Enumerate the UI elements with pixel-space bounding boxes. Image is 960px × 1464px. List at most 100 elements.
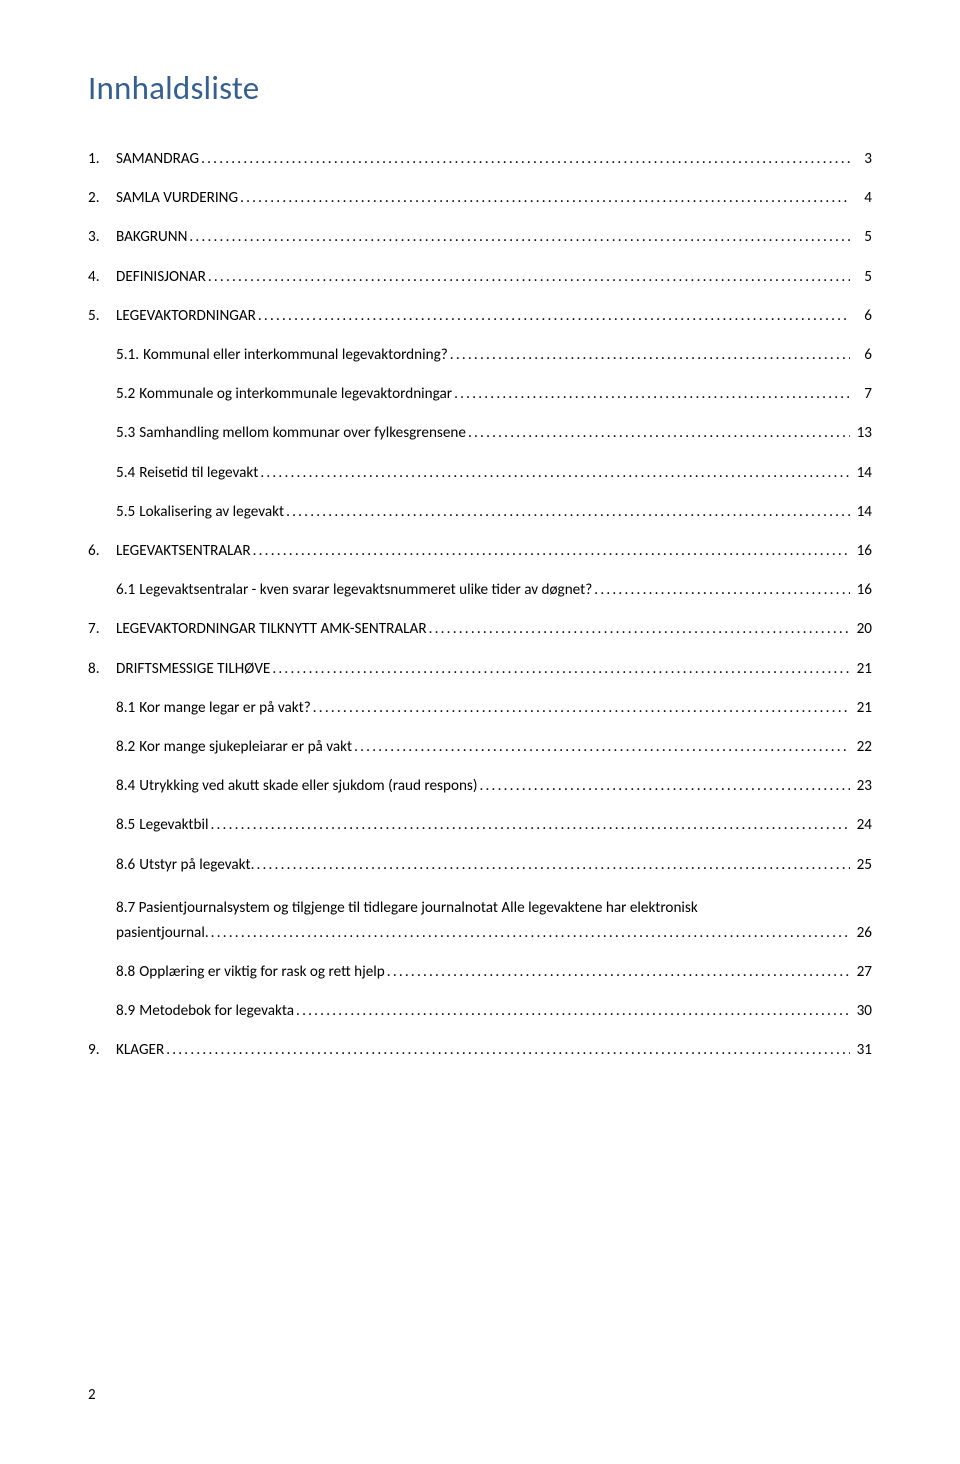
toc-entry-page: 14	[852, 505, 872, 520]
toc-entry-number: 1.	[88, 152, 116, 167]
toc-entry: 1.SAMANDRAG3	[88, 152, 872, 167]
toc-entry: 7.LEGEVAKTORDNINGAR TILKNYTT AMK-SENTRAL…	[88, 622, 872, 637]
toc-dot-leader	[189, 230, 850, 245]
toc-entry-number: 5.1.	[116, 348, 143, 363]
toc-entry: 5.2Kommunale og interkommunale legevakto…	[88, 387, 872, 402]
toc-dot-leader	[387, 965, 850, 980]
toc-entry-page: 7	[852, 387, 872, 402]
toc-entry-page: 16	[852, 583, 872, 598]
toc-entry-page: 6	[852, 309, 872, 324]
toc-entry: 8.DRIFTSMESSIGE TILHØVE 21	[88, 662, 872, 677]
toc-entry-label: Kor mange legar er på vakt?	[139, 701, 311, 716]
toc-entry: 4.DEFINISJONAR 5	[88, 270, 872, 285]
toc-entry-page: 26	[852, 926, 872, 941]
toc-entry-label: Kor mange sjukepleiarar er på vakt	[139, 740, 352, 755]
toc-entry-label: Kommunal eller interkommunal legevaktord…	[143, 348, 448, 363]
toc-dot-leader	[313, 701, 850, 716]
toc-entry-number: 7.	[88, 622, 116, 637]
toc-entry-label: LEGEVAKTORDNINGAR TILKNYTT AMK-SENTRALAR	[116, 622, 427, 637]
toc-entry-page: 23	[852, 779, 872, 794]
toc-dot-leader	[260, 466, 850, 481]
toc-dot-leader	[211, 926, 850, 941]
table-of-contents: 1.SAMANDRAG32.SAMLA VURDERING43.BAKGRUNN…	[88, 152, 872, 1058]
toc-dot-leader	[201, 152, 850, 167]
toc-entry-number: 6.	[88, 544, 116, 559]
toc-entry-page: 21	[852, 701, 872, 716]
toc-entry: 8.8Opplæring er viktig for rask og rett …	[88, 965, 872, 980]
toc-entry-number: 8.1	[116, 701, 139, 716]
toc-entry: 5.LEGEVAKTORDNINGAR6	[88, 309, 872, 324]
toc-entry-number: 8.	[88, 662, 116, 677]
toc-dot-leader	[208, 270, 850, 285]
toc-dot-leader	[286, 505, 850, 520]
toc-entry-label: Kommunale og interkommunale legevaktordn…	[139, 387, 452, 402]
toc-entry: 2.SAMLA VURDERING4	[88, 191, 872, 206]
toc-entry-number: 6.1	[116, 583, 139, 598]
toc-entry-label: Samhandling mellom kommunar over fylkesg…	[139, 426, 466, 441]
toc-dot-leader	[256, 858, 850, 873]
toc-dot-leader	[253, 544, 850, 559]
toc-entry-page: 21	[852, 662, 872, 677]
toc-entry-page: 5	[852, 270, 872, 285]
toc-entry-number: 3.	[88, 230, 116, 245]
toc-entry-label: Legevaktsentralar - kven svarar legevakt…	[139, 583, 592, 598]
toc-entry-label: KLAGER	[116, 1043, 164, 1058]
toc-entry-label: pasientjournal.	[116, 926, 209, 941]
toc-entry-number: 5.	[88, 309, 116, 324]
page-number: 2	[88, 1386, 96, 1404]
toc-entry-label: Metodebok for legevakta	[139, 1004, 294, 1019]
toc-entry: 8.4Utrykking ved akutt skade eller sjukd…	[88, 779, 872, 794]
document-page: Innhaldsliste 1.SAMANDRAG32.SAMLA VURDER…	[0, 0, 960, 1464]
toc-entry-label: SAMLA VURDERING	[116, 191, 238, 206]
toc-entry-label: BAKGRUNN	[116, 230, 187, 245]
toc-entry-page: 6	[852, 348, 872, 363]
toc-entry-number: 4.	[88, 270, 116, 285]
toc-multiline-wrap: 8.7 Pasientjournalsystem og tilgjenge ti…	[116, 897, 872, 941]
page-title: Innhaldsliste	[88, 68, 872, 108]
toc-entry-page: 3	[852, 152, 872, 167]
toc-dot-leader	[594, 583, 850, 598]
toc-entry-label: Utstyr på legevakt.	[139, 858, 254, 873]
toc-entry: 6.LEGEVAKTSENTRALAR 16	[88, 544, 872, 559]
toc-dot-leader	[258, 309, 850, 324]
toc-entry-label: Legevaktbil	[139, 818, 208, 833]
toc-entry: 9.KLAGER31	[88, 1043, 872, 1058]
toc-entry-number: 5.2	[116, 387, 139, 402]
toc-dot-leader	[479, 779, 850, 794]
toc-entry-page: 4	[852, 191, 872, 206]
toc-entry-page: 22	[852, 740, 872, 755]
toc-entry-page: 20	[852, 622, 872, 637]
toc-entry-label: Lokalisering av legevakt	[139, 505, 284, 520]
toc-entry: 8.1Kor mange legar er på vakt? 21	[88, 701, 872, 716]
toc-entry: 5.5Lokalisering av legevakt14	[88, 505, 872, 520]
toc-entry: 5.3Samhandling mellom kommunar over fylk…	[88, 426, 872, 441]
toc-entry-page: 30	[852, 1004, 872, 1019]
toc-entry-label: Reisetid til legevakt	[139, 466, 258, 481]
toc-entry-label: DEFINISJONAR	[116, 270, 206, 285]
toc-entry-label: DRIFTSMESSIGE TILHØVE	[116, 662, 270, 677]
toc-entry-label: Opplæring er viktig for rask og rett hje…	[139, 965, 385, 980]
toc-dot-leader	[454, 387, 850, 402]
toc-entry-label: LEGEVAKTSENTRALAR	[116, 544, 251, 559]
toc-entry: 3.BAKGRUNN 5	[88, 230, 872, 245]
toc-dot-leader	[468, 426, 850, 441]
toc-entry: 8.9Metodebok for legevakta30	[88, 1004, 872, 1019]
toc-entry: 8.5Legevaktbil24	[88, 818, 872, 833]
toc-entry: 8.6Utstyr på legevakt.25	[88, 858, 872, 873]
toc-entry: 8.7 Pasientjournalsystem og tilgjenge ti…	[88, 897, 872, 941]
toc-entry-page: 16	[852, 544, 872, 559]
toc-entry-page: 24	[852, 818, 872, 833]
toc-dot-leader	[429, 622, 850, 637]
toc-entry-number: 8.8	[116, 965, 139, 980]
toc-entry: 5.4Reisetid til legevakt14	[88, 466, 872, 481]
toc-entry-page: 5	[852, 230, 872, 245]
toc-entry-number: 8.2	[116, 740, 139, 755]
toc-entry-number: 5.3	[116, 426, 139, 441]
toc-entry-label: Utrykking ved akutt skade eller sjukdom …	[139, 779, 477, 794]
toc-dot-leader	[210, 818, 850, 833]
toc-entry-page: 25	[852, 858, 872, 873]
toc-dot-leader	[272, 662, 850, 677]
toc-entry: 5.1.Kommunal eller interkommunal legevak…	[88, 348, 872, 363]
toc-entry-label: 8.7 Pasientjournalsystem og tilgjenge ti…	[116, 897, 872, 920]
toc-dot-leader	[296, 1004, 850, 1019]
